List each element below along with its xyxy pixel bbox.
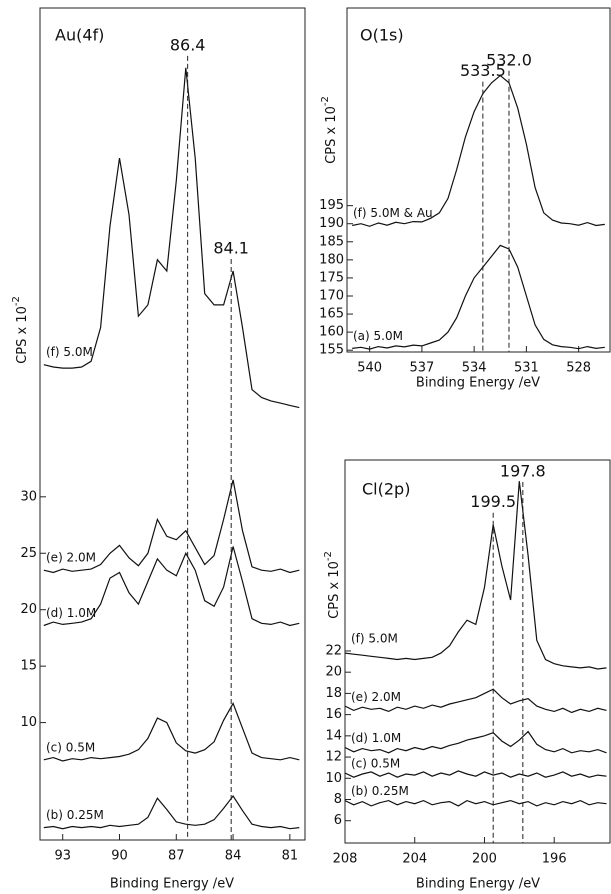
plot-frame: [344, 459, 611, 844]
y-axis-title-exponent: -2: [11, 296, 22, 306]
spectrum-line: [43, 67, 300, 409]
plot-area: [345, 481, 607, 807]
panel-title: Au(4f): [55, 26, 104, 45]
y-tick-label: 185: [319, 234, 344, 249]
x-axis-title: Binding Energy /eV: [416, 877, 540, 892]
x-axis-title: Binding Energy /eV: [416, 376, 540, 391]
y-axis-title-base: CPS x 10: [15, 306, 30, 364]
peak-label: 199.5: [470, 492, 516, 511]
panel-title: O(1s): [360, 26, 404, 45]
panel-title: Cl(2p): [362, 480, 410, 499]
y-tick-label: 160: [319, 325, 344, 340]
y-axis-title-exponent: -2: [320, 96, 331, 106]
y-tick-label: 190: [319, 216, 344, 231]
x-tick-label: 84: [225, 849, 242, 864]
y-tick-label: 170: [319, 288, 344, 303]
x-tick-label: 87: [168, 849, 185, 864]
spectrum-line: [345, 730, 607, 754]
series-label: (e) 2.0M: [46, 551, 96, 565]
series-label: (b) 0.25M: [351, 784, 409, 798]
spectrum-line: [345, 799, 607, 807]
series-label: (d) 1.0M: [351, 731, 401, 745]
y-tick-label: 14: [325, 728, 342, 743]
series-label: (a) 5.0M: [353, 329, 403, 343]
x-tick-label: 90: [111, 849, 128, 864]
series-label: (f) 5.0M & Au: [353, 206, 433, 220]
x-tick-label: 93: [54, 849, 71, 864]
y-tick-label: 165: [319, 307, 344, 322]
y-tick-label: 30: [20, 489, 37, 504]
series-label: (f) 5.0M: [46, 345, 93, 359]
series-label: (c) 0.5M: [351, 757, 400, 771]
x-tick-label: 540: [357, 361, 382, 376]
x-tick-label: 537: [409, 361, 434, 376]
plot-area: [352, 74, 605, 350]
spectrum-line: [43, 794, 300, 830]
series-label: (c) 0.5M: [46, 740, 95, 754]
series-label: (e) 2.0M: [351, 690, 401, 704]
plot-frame: [346, 7, 611, 353]
x-tick-label: 196: [542, 852, 567, 867]
y-tick-label: 180: [319, 252, 344, 267]
spectrum-line: [345, 770, 607, 778]
y-tick-label: 6: [334, 813, 342, 828]
plot-frame: [39, 7, 306, 841]
y-axis-title-base: CPS x 10: [327, 561, 342, 619]
x-tick-label: 528: [566, 361, 591, 376]
panel: O(1s) Binding Energy /eV CPS x 10-2 540 537 5…: [319, 7, 611, 391]
spectrum-line: [352, 244, 605, 350]
peak-label: 86.4: [170, 35, 206, 54]
series-label: (d) 1.0M: [46, 606, 96, 620]
x-tick-label: 208: [333, 852, 358, 867]
spectrum-line: [345, 481, 607, 670]
y-tick-label: 20: [20, 602, 37, 617]
peak-label: 533.5: [460, 61, 506, 80]
y-tick-label: 175: [319, 270, 344, 285]
x-tick-label: 204: [402, 852, 427, 867]
x-tick-label: 200: [472, 852, 497, 867]
x-tick-label: 531: [514, 361, 539, 376]
series-label: (f) 5.0M: [351, 631, 398, 645]
y-tick-label: 16: [325, 707, 342, 722]
peak-label: 84.1: [213, 239, 249, 258]
spectrum-line: [345, 688, 607, 714]
y-tick-label: 18: [325, 686, 342, 701]
x-tick-label: 534: [462, 361, 487, 376]
y-tick-label: 25: [20, 546, 37, 561]
plot-area: [43, 67, 300, 830]
spectrum-line: [43, 479, 300, 574]
spectrum-line: [352, 74, 605, 227]
panel: Au(4f) Binding Energy /eV CPS x 10-2 93 90 87…: [11, 7, 306, 892]
y-axis-title-base: CPS x 10: [324, 106, 339, 164]
x-tick-label: 81: [282, 849, 299, 864]
y-tick-label: 10: [20, 715, 37, 730]
y-tick-label: 15: [20, 659, 37, 674]
peak-label: 532.0: [486, 50, 532, 69]
y-tick-label: 8: [334, 792, 342, 807]
y-tick-label: 22: [325, 643, 342, 658]
y-axis-title: CPS x 10-2: [323, 551, 342, 619]
y-axis-title-exponent: -2: [323, 551, 334, 561]
y-tick-label: 155: [319, 343, 344, 358]
y-axis-title: CPS x 10-2: [320, 96, 339, 164]
spectrum-line: [43, 701, 300, 762]
peak-label: 197.8: [500, 462, 546, 481]
y-tick-label: 20: [325, 665, 342, 680]
spectrum-line: [43, 546, 300, 627]
x-axis-title: Binding Energy /eV: [110, 877, 234, 892]
y-axis-title: CPS x 10-2: [11, 296, 30, 364]
y-tick-label: 195: [319, 198, 344, 213]
y-tick-label: 12: [325, 750, 342, 765]
series-label: (b) 0.25M: [46, 808, 104, 822]
y-tick-label: 10: [325, 771, 342, 786]
